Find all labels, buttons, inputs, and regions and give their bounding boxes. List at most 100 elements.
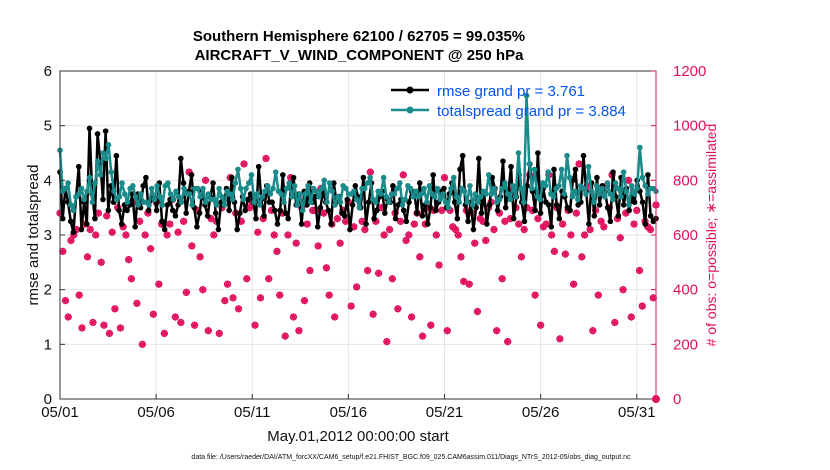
rmse-point — [255, 163, 262, 170]
y-right-tick-label: 0 — [673, 391, 681, 408]
obs-assimilated-marker — [234, 305, 243, 313]
totalspread-point — [235, 166, 241, 173]
legend-rmse-marker — [406, 86, 414, 94]
totalspread-point — [623, 188, 630, 195]
rmse-point — [642, 221, 649, 227]
series-lines — [57, 92, 659, 236]
x-tick-label: 05/01 — [41, 404, 79, 421]
obs-assimilated-marker — [174, 228, 182, 236]
totalspread-point — [604, 180, 611, 186]
asterisk-stroke — [578, 253, 585, 260]
asterisk-stroke — [474, 308, 481, 315]
totalspread-point — [76, 191, 82, 197]
obs-assimilated-marker — [171, 313, 179, 321]
totalspread-point — [542, 183, 549, 189]
asterisk-stroke — [647, 226, 654, 233]
rmse-point — [360, 174, 367, 181]
asterisk-stroke — [221, 297, 228, 304]
totalspread-point — [580, 185, 586, 192]
rmse-point — [537, 210, 544, 216]
asterisk-stroke — [515, 221, 522, 228]
rmse-point — [118, 221, 125, 227]
asterisk-stroke — [208, 215, 215, 222]
asterisk-stroke — [117, 324, 124, 331]
asterisk-stroke — [175, 229, 182, 236]
totalspread-point — [248, 172, 255, 178]
asterisk-stroke — [446, 207, 454, 214]
obs-assimilated-marker — [457, 253, 465, 261]
asterisk-stroke — [644, 223, 651, 230]
asterisk-stroke — [164, 231, 171, 239]
y-right-tick-label: 400 — [673, 282, 698, 299]
asterisk-stroke — [186, 169, 193, 176]
obs-assimilated-marker — [493, 327, 501, 335]
totalspread-point — [181, 185, 187, 192]
rmse-point — [427, 204, 434, 211]
obs-assimilated-marker — [374, 269, 383, 277]
asterisk-stroke — [537, 322, 544, 329]
totalspread-point — [477, 193, 484, 200]
legend-totalspread-marker — [406, 106, 414, 114]
rmse-point — [347, 226, 353, 233]
obs-assimilated-marker — [586, 225, 594, 234]
obs-assimilated-marker — [265, 275, 273, 283]
totalspread-point — [399, 202, 406, 208]
totalspread-point — [386, 199, 392, 205]
rmse-point — [331, 180, 337, 186]
obs-assimilated-marker — [347, 302, 355, 310]
obs-assimilated-marker — [578, 253, 586, 261]
asterisk-stroke — [383, 338, 390, 345]
obs-assimilated-marker — [627, 313, 635, 321]
obs-assimilated-marker — [385, 225, 394, 234]
obs-assimilated-marker — [105, 329, 114, 337]
asterisk-stroke — [334, 215, 341, 222]
obs-assimilated-marker — [314, 242, 322, 250]
obs-assimilated-marker — [542, 220, 550, 228]
totalspread-point — [491, 185, 497, 192]
rmse-point — [140, 183, 147, 189]
totalspread-point — [324, 199, 330, 205]
asterisk-stroke — [172, 313, 179, 321]
totalspread-point — [504, 191, 511, 197]
totalspread-point — [267, 191, 274, 197]
asterisk-stroke — [295, 327, 302, 334]
asterisk-stroke — [230, 294, 237, 301]
totalspread-point — [291, 183, 298, 189]
y-axis-left-ticks: 0 1 2 3 4 5 6 — [44, 63, 65, 408]
asterisk-stroke — [455, 231, 462, 239]
totalspread-point — [100, 150, 106, 156]
asterisk-stroke — [235, 305, 242, 312]
obs-assimilated-marker — [300, 297, 309, 305]
rmse-point — [229, 174, 235, 181]
asterisk-stroke — [120, 223, 127, 230]
rmse-point — [484, 221, 490, 227]
asterisk-stroke — [438, 207, 445, 214]
asterisk-stroke — [76, 292, 83, 299]
totalspread-point — [634, 185, 640, 192]
obs-assimilated-marker — [100, 321, 108, 329]
obs-assimilated-marker — [270, 231, 278, 239]
totalspread-point — [593, 183, 600, 189]
y-axis-right-ticks: 0 200 400 600 800 1000 1200 — [651, 63, 706, 408]
asterisk-stroke — [257, 294, 264, 301]
asterisk-stroke — [276, 292, 283, 299]
totalspread-point — [272, 169, 279, 175]
obs-assimilated-marker — [333, 215, 342, 223]
rmse-point — [124, 207, 130, 214]
asterisk-stroke — [419, 333, 426, 340]
asterisk-stroke — [631, 221, 638, 228]
y-axis-right-label: # of obs: o=possible; ∗=assimilated — [703, 124, 719, 347]
totalspread-point — [84, 188, 90, 195]
totalspread-point — [620, 169, 627, 175]
obs-assimilated-marker — [638, 302, 646, 310]
asterisk-stroke — [617, 234, 624, 241]
asterisk-stroke — [628, 313, 635, 321]
totalspread-point — [556, 183, 562, 189]
asterisk-stroke — [551, 248, 558, 255]
totalspread-point — [434, 185, 441, 192]
legend-rmse-label: rmse grand pr = 3.761 — [437, 83, 585, 100]
totalspread-point — [496, 196, 503, 203]
obs-assimilated-marker — [108, 228, 116, 236]
obs-assimilated-marker — [432, 231, 440, 239]
obs-assimilated-marker — [407, 313, 416, 321]
